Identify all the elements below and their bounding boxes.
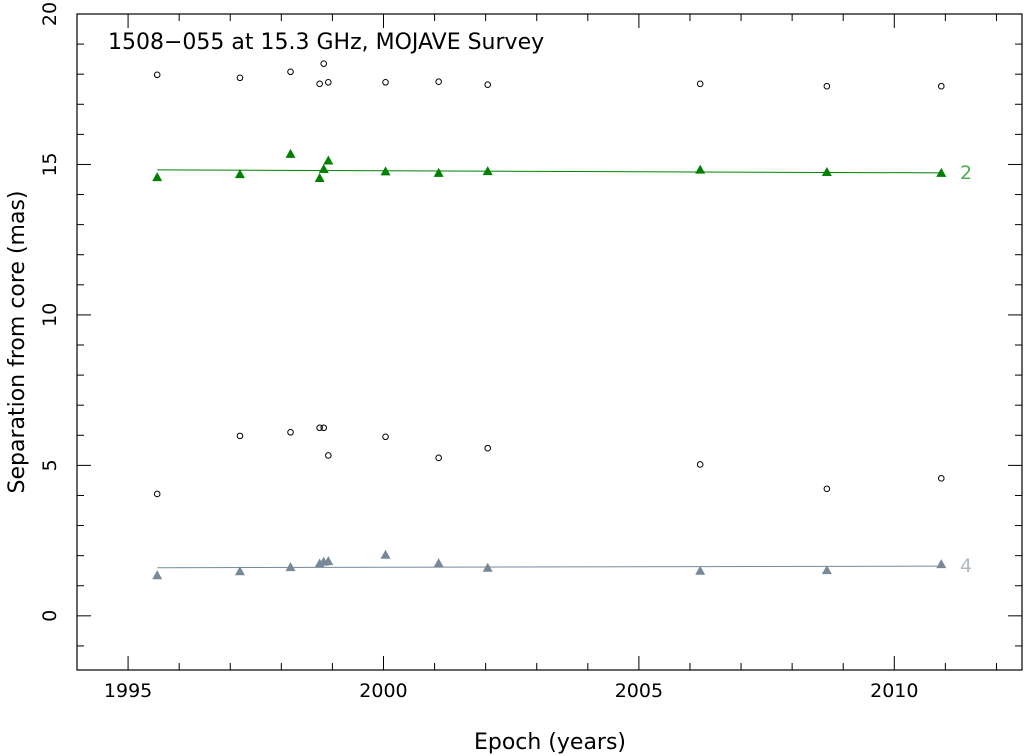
data-point-circle: [382, 433, 389, 441]
x-tick-label: 2005: [615, 680, 663, 702]
data-point-circle: [153, 71, 161, 79]
data-point-triangle: [695, 164, 706, 174]
data-point-circle: [316, 424, 323, 432]
data-point-triangle: [821, 565, 832, 575]
data-point-triangle: [285, 148, 296, 158]
data-point-triangle: [821, 166, 832, 176]
axis-ticks: 1995 2000 2005 2010 0 5 10 15 20: [39, 2, 1022, 702]
data-points: [152, 60, 947, 580]
data-point-circle: [382, 79, 389, 86]
data-point-triangle: [936, 167, 947, 177]
data-point-triangle: [482, 166, 493, 176]
series-labels: 24: [960, 162, 972, 577]
y-tick-label: 10: [39, 303, 61, 327]
data-point-triangle: [323, 155, 334, 165]
y-tick-label: 20: [39, 2, 61, 26]
data-point-triangle: [482, 562, 493, 572]
plot-frame: [76, 13, 1023, 671]
data-point-circle: [484, 444, 491, 452]
data-point-triangle: [234, 566, 245, 576]
x-tick-label: 1995: [104, 680, 152, 702]
data-point-circle: [937, 82, 945, 90]
y-tick-label: 15: [39, 152, 61, 176]
data-point-triangle: [234, 169, 245, 179]
data-point-triangle: [314, 173, 325, 182]
data-point-triangle: [323, 556, 334, 566]
data-point-triangle: [152, 172, 163, 182]
data-point-circle: [320, 424, 328, 432]
data-point-triangle: [380, 166, 391, 176]
data-point-triangle: [380, 549, 391, 559]
data-point-triangle: [695, 565, 706, 575]
data-point-circle: [325, 79, 332, 86]
data-point-circle: [823, 485, 831, 493]
data-point-circle: [937, 475, 945, 482]
data-point-circle: [316, 80, 323, 88]
data-point-circle: [287, 68, 294, 76]
series-label: 4: [960, 555, 972, 577]
data-point-triangle: [318, 163, 329, 173]
data-point-circle: [696, 80, 704, 88]
data-point-circle: [435, 454, 442, 462]
x-tick-label: 2010: [870, 680, 918, 702]
series-label: 2: [960, 162, 972, 184]
y-tick-label: 5: [39, 459, 61, 471]
data-point-circle: [435, 78, 442, 86]
data-point-circle: [236, 432, 244, 440]
data-point-triangle: [285, 562, 296, 572]
y-tick-label: 0: [39, 610, 61, 622]
data-point-circle: [153, 490, 161, 498]
chart-title: 1508−055 at 15.3 GHz, MOJAVE Survey: [108, 30, 544, 55]
fit-lines: [157, 169, 942, 569]
data-point-circle: [325, 452, 332, 459]
data-point-circle: [823, 82, 831, 90]
data-point-circle: [696, 461, 704, 468]
fit-line-series-2: [157, 169, 942, 174]
data-point-triangle: [152, 570, 163, 580]
data-point-circle: [287, 428, 294, 436]
data-point-triangle: [433, 167, 444, 177]
data-point-circle: [320, 60, 328, 67]
data-point-triangle: [433, 558, 444, 568]
x-axis-label: Epoch (years): [474, 730, 626, 755]
data-point-circle: [236, 74, 244, 82]
y-axis-label: Separation from core (mas): [5, 191, 30, 494]
x-tick-label: 2000: [359, 680, 407, 702]
fit-line-series-4: [157, 565, 942, 569]
data-point-circle: [484, 81, 491, 89]
data-point-triangle: [936, 559, 947, 569]
